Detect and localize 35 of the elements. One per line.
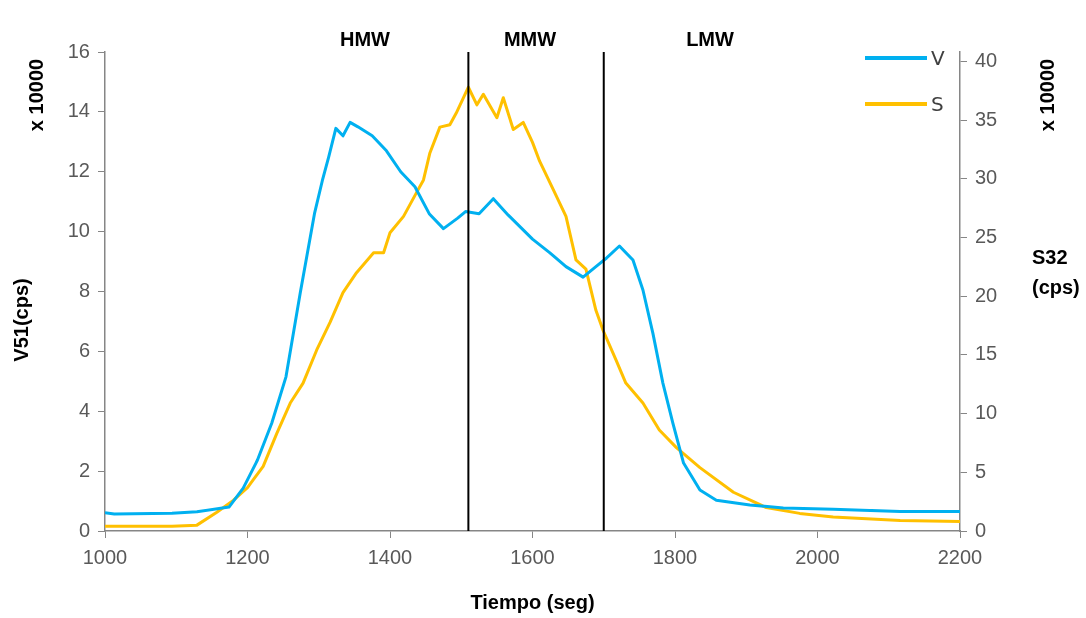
x-tick-label: 2200 bbox=[937, 545, 983, 568]
legend-label: S bbox=[931, 92, 944, 116]
y2-tick-label: 25 bbox=[975, 225, 998, 248]
x-tick-label: 1200 bbox=[225, 545, 270, 568]
y-tick-label: 14 bbox=[67, 99, 90, 122]
legend-label: V bbox=[931, 46, 945, 70]
x-tick-label: 1800 bbox=[652, 545, 698, 568]
text: MMW bbox=[503, 27, 557, 50]
x-tick-label: 1600 bbox=[510, 545, 555, 568]
y-tick-label: 0 bbox=[78, 518, 90, 541]
text: x 10000 bbox=[24, 58, 47, 132]
y-tick-label: 8 bbox=[78, 279, 90, 302]
y2-tick-label: 40 bbox=[975, 48, 998, 71]
y-tick-label: 12 bbox=[67, 159, 90, 182]
text: HMW bbox=[340, 27, 391, 50]
y-tick-label: 4 bbox=[78, 398, 90, 421]
y-tick-label: 16 bbox=[67, 39, 90, 62]
y2-tick-label: 20 bbox=[975, 283, 998, 306]
y-tick-label: 2 bbox=[78, 458, 90, 481]
x-tick-label: 2000 bbox=[795, 545, 840, 568]
text: LMW bbox=[686, 27, 734, 50]
y-tick-label: 10 bbox=[67, 219, 90, 242]
y2-axis-title: S32 (cps) bbox=[1032, 245, 1080, 298]
x-tick-label: 1400 bbox=[367, 545, 413, 568]
y2-tick-label: 0 bbox=[975, 518, 987, 541]
y2-tick-label: 10 bbox=[975, 401, 998, 424]
x-axis-title: Tiempo (seg) bbox=[470, 590, 595, 613]
y2-tick-label: 35 bbox=[975, 107, 998, 130]
y2-tick-label: 5 bbox=[975, 459, 987, 482]
y2-tick-label: 15 bbox=[975, 342, 998, 365]
x-tick-label: 1000 bbox=[82, 545, 128, 568]
text: x 10000 bbox=[1035, 58, 1058, 132]
y2-tick-label: 30 bbox=[975, 166, 998, 189]
y-axis-title: V51(cps) bbox=[9, 278, 32, 362]
y-tick-label: 6 bbox=[78, 338, 90, 361]
